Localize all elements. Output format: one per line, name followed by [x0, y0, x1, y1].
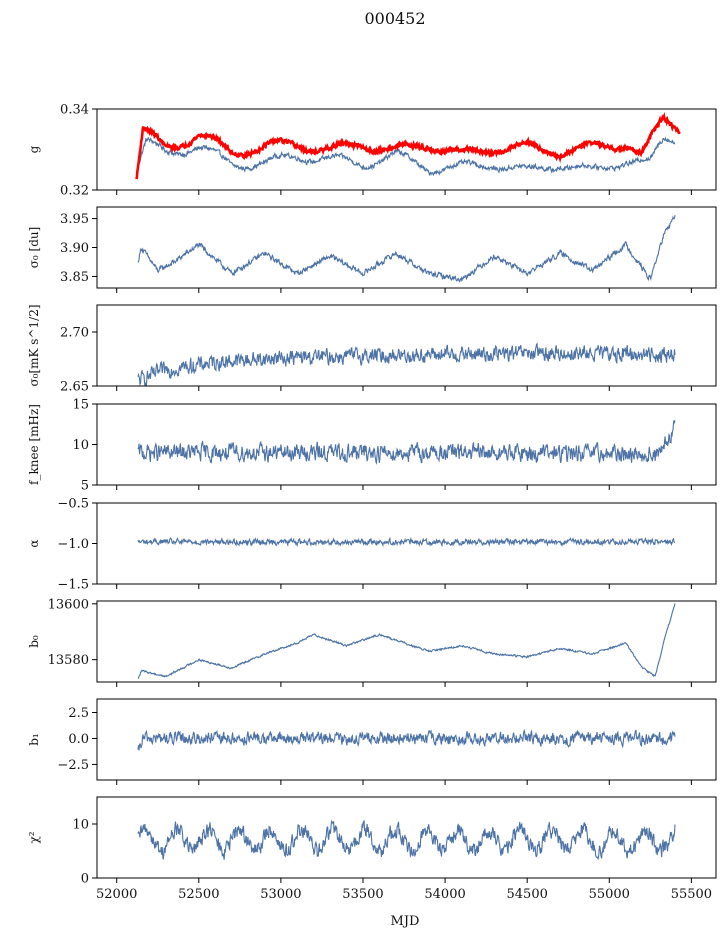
series-line-chi2 — [137, 819, 676, 861]
y-tick-label: 2.70 — [60, 326, 89, 341]
y-axis-label: g — [27, 145, 41, 153]
y-axis-label: σ₀ [du] — [27, 227, 41, 269]
sigma0-mk-panel: 2.65 2.70 σ₀[mK s^1/2] — [27, 304, 717, 395]
chi2-panel: 0 10 52000 52500 53000 53500 54000 54500 55000 55… — [27, 796, 717, 902]
x-tick-label: 53500 — [342, 887, 383, 902]
y-tick-label: 13580 — [48, 653, 89, 668]
plot-frame — [96, 796, 717, 879]
y-tick-label: 3.90 — [60, 241, 89, 256]
y-tick-label: 13600 — [48, 597, 89, 612]
y-tick-label: 2.5 — [68, 706, 89, 721]
panels: 0.32 0.34 g 3.85 3.90 3.95 σ₀ [du] 2.65 2.70 σ₀[m… — [27, 103, 717, 902]
y-tick-label: 2.65 — [60, 380, 89, 395]
figure-title: 000452 — [364, 9, 425, 28]
x-tick-label: 54000 — [424, 887, 465, 902]
x-tick-label: 53000 — [260, 887, 301, 902]
y-tick-label: 10 — [72, 438, 89, 453]
plot-frame — [96, 304, 717, 387]
y-axis-label: f_knee [mHz] — [27, 404, 41, 485]
x-tick-label: 54500 — [507, 887, 548, 902]
y-tick-label: 0.0 — [68, 732, 89, 747]
y-tick-label: −1.5 — [57, 578, 89, 593]
x-tick-label: 55000 — [589, 887, 630, 902]
y-tick-label: −2.5 — [57, 758, 89, 773]
y-tick-label: 5 — [81, 479, 89, 494]
y-tick-label: −0.5 — [57, 497, 89, 512]
x-tick-label: 52500 — [178, 887, 219, 902]
y-axis-label: b₀ — [27, 635, 41, 648]
plot-frame — [96, 600, 717, 683]
y-axis-label: b₁ — [27, 733, 41, 746]
series-line-sigma0-du — [137, 215, 676, 283]
y-tick-label: 3.95 — [60, 212, 89, 227]
y-tick-label: 0.34 — [60, 103, 89, 118]
x-tick-label: 52000 — [96, 887, 137, 902]
b0-panel: 13580 13600 b₀ — [27, 597, 717, 687]
plot-frame — [96, 698, 717, 781]
y-tick-label: 0.32 — [60, 184, 89, 199]
series-line-b0 — [137, 603, 676, 679]
y-axis-label: α — [27, 539, 41, 547]
g-panel: 0.32 0.34 g — [27, 103, 717, 199]
y-tick-label: 15 — [72, 398, 89, 413]
y-tick-label: 10 — [72, 818, 89, 833]
x-tick-label: 55500 — [671, 887, 712, 902]
x-axis-label: MJD — [391, 914, 420, 929]
y-tick-label: 3.85 — [60, 270, 89, 285]
sigma0-du-panel: 3.85 3.90 3.95 σ₀ [du] — [27, 206, 717, 293]
y-axis-label: σ₀[mK s^1/2] — [27, 304, 41, 386]
series-line-b1 — [137, 728, 676, 751]
b1-panel: −2.5 0.0 2.5 b₁ — [27, 698, 717, 785]
fknee-panel: 5 10 15 f_knee [mHz] — [27, 398, 717, 494]
series-line-sigma0-mk — [137, 342, 676, 386]
y-tick-label: −1.0 — [57, 537, 89, 552]
series-line-f-knee — [137, 420, 676, 465]
series-line-g — [136, 136, 676, 177]
alpha-panel: −1.5 −1.0 −0.5 α — [27, 497, 717, 593]
series-line-g-red-overlay- — [135, 111, 681, 180]
plot-frame — [96, 108, 717, 191]
plot-frame — [96, 502, 717, 585]
plot-frame — [96, 403, 717, 486]
series-line-alpha — [137, 536, 676, 548]
y-tick-label: 0 — [81, 872, 89, 887]
y-axis-label: χ² — [27, 831, 41, 843]
